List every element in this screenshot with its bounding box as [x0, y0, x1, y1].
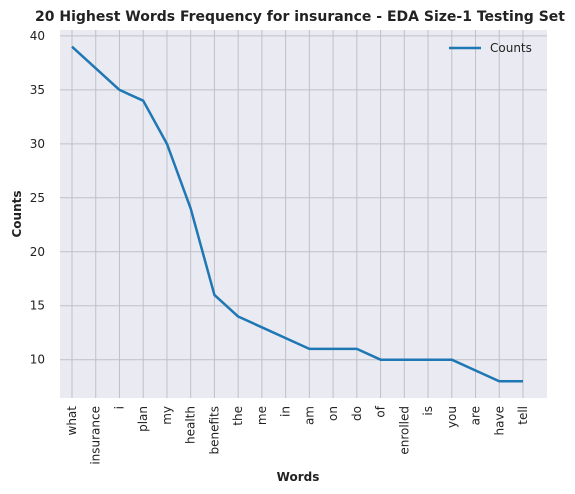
- y-tick-label-30: 30: [30, 137, 45, 151]
- grid: [60, 30, 547, 398]
- x-tick-label-am: am: [302, 406, 316, 425]
- chart-title: 20 Highest Words Frequency for insurance…: [35, 9, 565, 25]
- x-tick-label-is: is: [421, 406, 435, 416]
- plot-background: [60, 30, 547, 398]
- x-tick-label-tell: tell: [516, 406, 530, 425]
- x-axis-label: Words: [277, 470, 320, 484]
- x-tick-label-benefits: benefits: [207, 406, 221, 455]
- x-tick-label-you: you: [445, 406, 459, 428]
- x-tick-label-what: what: [65, 406, 79, 436]
- x-tick-label-my: my: [160, 406, 174, 425]
- y-tick-labels: 10 15 20 25 30 35 40: [30, 29, 45, 367]
- x-tick-label-have: have: [492, 406, 506, 435]
- x-tick-label-of: of: [374, 405, 388, 417]
- y-tick-label-15: 15: [30, 299, 45, 313]
- x-tick-label-plan: plan: [136, 406, 150, 432]
- y-tick-label-35: 35: [30, 83, 45, 97]
- x-tick-label-i: i: [112, 406, 126, 409]
- legend-label-counts: Counts: [490, 41, 532, 55]
- series-layer: [71, 45, 523, 383]
- x-tick-label-health: health: [184, 406, 198, 444]
- x-tick-label-insurance: insurance: [89, 406, 103, 465]
- x-tick-label-do: do: [350, 406, 364, 421]
- x-tick-label-enrolled: enrolled: [397, 406, 411, 455]
- legend: Counts: [449, 41, 532, 55]
- x-tick-label-the: the: [231, 406, 245, 426]
- x-tick-label-are: are: [469, 406, 483, 425]
- series-line-counts: [71, 45, 523, 383]
- x-tick-label-in: in: [279, 406, 293, 417]
- y-axis-label: Counts: [10, 190, 24, 237]
- x-tick-label-me: me: [255, 406, 269, 425]
- y-tick-label-25: 25: [30, 191, 45, 205]
- y-tick-label-10: 10: [30, 353, 45, 367]
- y-tick-label-20: 20: [30, 245, 45, 259]
- y-tick-label-40: 40: [30, 29, 45, 43]
- x-tick-label-on: on: [326, 406, 340, 421]
- x-tick-labels: what insurance i plan my health benefits the me i…: [65, 405, 530, 464]
